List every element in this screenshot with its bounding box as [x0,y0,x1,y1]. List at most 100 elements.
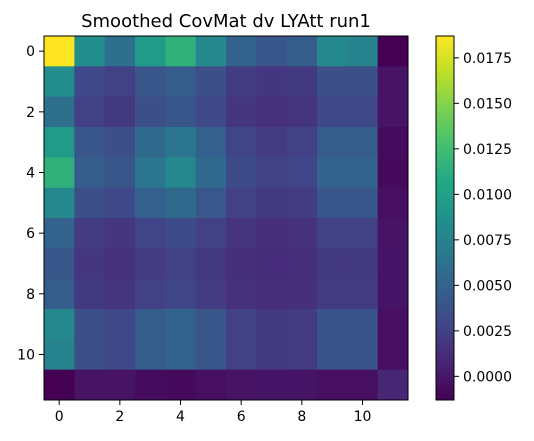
heatmap-cell [256,127,288,158]
heatmap-cell [135,309,166,340]
heatmap-cell [135,157,166,189]
heatmap-cell [256,309,288,340]
colorbar-ticks: 0.0000 0.0025 0.0050 0.0075 0.0100 0.0125 0.01… [454,51,512,385]
heatmap-cell [135,96,166,128]
heatmap-cell [44,309,75,340]
heatmap-cell [135,127,166,158]
heatmap-cell [226,157,257,189]
heatmap-cell [317,66,348,98]
heatmap-cell [74,96,106,128]
heatmap-cell [195,187,227,219]
heatmap-cell [74,36,106,67]
heatmap-cell [256,369,288,401]
heatmap-cell [347,96,379,128]
heatmap-cell [44,157,75,189]
heatmap-cell [377,278,409,310]
heatmap-cell [347,248,379,280]
heatmap-cell [195,278,227,310]
heatmap-cell [165,96,197,128]
heatmap-cell [286,66,318,98]
heatmap-cell [135,36,166,67]
y-tick-label: 10 [17,348,35,364]
heatmap-cell [347,218,379,249]
heatmap-cell [74,278,106,310]
x-tick-label: 10 [354,409,372,425]
heatmap-cell [347,339,379,371]
heatmap-cell [377,187,409,219]
heatmap-cell [195,36,227,67]
x-axis-ticks: 0 2 4 6 8 10 [55,400,372,425]
heatmap-cell [377,339,409,371]
heatmap-cell [347,187,379,219]
heatmap-cell [195,309,227,340]
heatmap-cell [226,309,257,340]
heatmap-cell [74,369,106,401]
y-tick-label: 2 [26,105,35,121]
heatmap-cell [44,66,75,98]
heatmap-cell [347,127,379,158]
heatmap-cell [317,127,348,158]
colorbar-tick-label: 0.0175 [463,51,512,67]
heatmap-cell [317,157,348,189]
heatmap-cell [135,218,166,249]
heatmap-cell [317,36,348,67]
heatmap-cell [74,127,106,158]
heatmap-cell [165,309,197,340]
heatmap-cell [317,96,348,128]
heatmap-cell [44,36,75,67]
heatmap-cell [256,248,288,280]
heatmap-cell [44,278,75,310]
heatmap-cell [74,187,106,219]
heatmap-cell [377,96,409,128]
heatmap-cell [195,157,227,189]
heatmap-cell [165,36,197,67]
heatmap-cell [256,278,288,310]
heatmap-cell [377,369,409,401]
heatmap-cell [104,339,136,371]
colorbar-tick-label: 0.0100 [463,187,512,203]
heatmap-cell [74,218,106,249]
x-tick-label: 6 [237,409,246,425]
heatmap-cell [347,157,379,189]
heatmap-cell [135,187,166,219]
colorbar-tick-label: 0.0050 [463,278,512,294]
heatmap-cell [195,66,227,98]
heatmap-cells [44,36,409,401]
x-tick-label: 2 [115,409,124,425]
heatmap-cell [74,339,106,371]
heatmap-cell [135,369,166,401]
heatmap-cell [165,157,197,189]
heatmap-cell [286,36,318,67]
heatmap-cell [377,157,409,189]
heatmap-cell [256,218,288,249]
heatmap-cell [256,187,288,219]
heatmap-cell [165,369,197,401]
heatmap-cell [165,127,197,158]
heatmap-cell [377,36,409,67]
heatmap-cell [256,66,288,98]
heatmap-cell [74,66,106,98]
heatmap-cell [377,218,409,249]
heatmap-cell [226,36,257,67]
heatmap-cell [74,309,106,340]
heatmap-cell [74,248,106,280]
heatmap-cell [286,96,318,128]
heatmap-cell [256,36,288,67]
heatmap-cell [104,369,136,401]
heatmap-cell [317,248,348,280]
x-tick-label: 0 [55,409,64,425]
heatmap-cell [104,157,136,189]
colorbar-tick-label: 0.0025 [463,324,512,340]
chart-title: Smoothed CovMat dv LYAtt run1 [81,11,371,32]
heatmap-cell [317,309,348,340]
heatmap-cell [286,278,318,310]
heatmap-cell [286,157,318,189]
colorbar-tick-label: 0.0125 [463,142,512,158]
heatmap-cell [377,66,409,98]
x-tick-label: 4 [176,409,185,425]
heatmap-cell [195,369,227,401]
heatmap-cell [377,309,409,340]
heatmap-cell [104,127,136,158]
heatmap-cell [226,218,257,249]
heatmap-cell [317,278,348,310]
